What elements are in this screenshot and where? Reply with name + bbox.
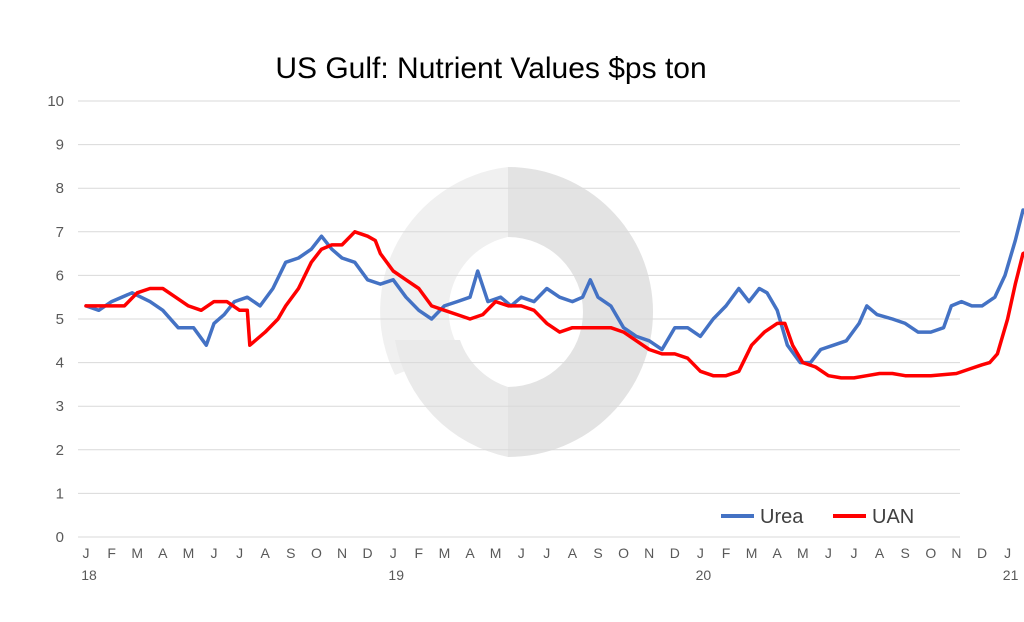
x-tick-year-label: 18 (81, 567, 97, 583)
legend-label-uan: UAN (872, 506, 914, 528)
y-tick-label: 8 (56, 180, 64, 197)
y-tick-label: 9 (56, 137, 64, 154)
x-tick-month-label: J (83, 545, 90, 561)
x-tick-month-label: A (773, 545, 783, 561)
y-tick-label: 6 (56, 267, 64, 284)
x-tick-month-label: M (797, 545, 809, 561)
legend: Urea UAN (721, 506, 914, 528)
series-line-uan (84, 230, 1024, 380)
x-tick-month-label: D (363, 545, 373, 561)
x-tick-month-label: A (568, 545, 578, 561)
x-tick-year-label: 20 (696, 567, 712, 583)
x-tick-month-label: S (593, 545, 602, 561)
y-tick-label: 2 (56, 442, 64, 459)
x-tick-month-label: A (158, 545, 168, 561)
x-tick-month-label: A (465, 545, 475, 561)
y-tick-label: 4 (56, 355, 64, 372)
x-tick-month-label: J (851, 545, 858, 561)
gridlines (78, 100, 960, 538)
watermark-arc-dark (508, 167, 653, 457)
watermark-arc-light (380, 167, 508, 375)
x-tick-month-label: M (746, 545, 758, 561)
chart-title: US Gulf: Nutrient Values $ps ton (275, 52, 706, 85)
watermark-arc-mid (395, 340, 508, 457)
x-tick-month-label: F (415, 545, 424, 561)
x-tick-month-label: O (311, 545, 322, 561)
x-tick-month-label: J (1004, 545, 1011, 561)
y-tick-label: 10 (47, 93, 64, 110)
x-tick-month-label: M (490, 545, 502, 561)
x-tick-month-label: N (337, 545, 347, 561)
y-tick-label: 5 (56, 311, 64, 328)
x-tick-month-label: M (131, 545, 143, 561)
x-tick-year-label: 21 (1003, 567, 1019, 583)
x-axis-ticks: JFMAMJJASONDJFMAMJJASONDJFMAMJJASONDJFMA… (81, 545, 1019, 583)
x-tick-year-label: 19 (388, 567, 404, 583)
series-line-urea (84, 208, 1024, 365)
x-tick-month-label: S (901, 545, 910, 561)
x-tick-month-label: D (670, 545, 680, 561)
x-tick-month-label: A (875, 545, 885, 561)
x-tick-month-label: F (722, 545, 731, 561)
y-tick-label: 0 (56, 529, 64, 546)
x-tick-month-label: O (618, 545, 629, 561)
x-tick-month-label: M (439, 545, 451, 561)
x-tick-month-label: J (211, 545, 218, 561)
y-tick-label: 7 (56, 224, 64, 241)
x-tick-month-label: D (977, 545, 987, 561)
x-tick-month-label: A (261, 545, 271, 561)
legend-label-urea: Urea (760, 506, 804, 528)
watermark-logo (380, 167, 653, 457)
x-tick-month-label: M (183, 545, 195, 561)
series-lines (84, 208, 1024, 380)
y-tick-label: 3 (56, 398, 64, 415)
y-tick-label: 1 (56, 485, 64, 502)
x-tick-month-label: O (925, 545, 936, 561)
x-tick-month-label: S (286, 545, 295, 561)
x-tick-month-label: J (825, 545, 832, 561)
x-tick-month-label: J (543, 545, 550, 561)
x-tick-month-label: N (951, 545, 961, 561)
x-tick-month-label: J (518, 545, 525, 561)
x-tick-month-label: N (644, 545, 654, 561)
x-tick-month-label: J (236, 545, 243, 561)
x-tick-month-label: J (697, 545, 704, 561)
x-tick-month-label: F (107, 545, 116, 561)
y-axis-ticks: 0 1 2 3 4 5 6 7 8 9 10 (47, 93, 64, 546)
x-tick-month-label: J (390, 545, 397, 561)
